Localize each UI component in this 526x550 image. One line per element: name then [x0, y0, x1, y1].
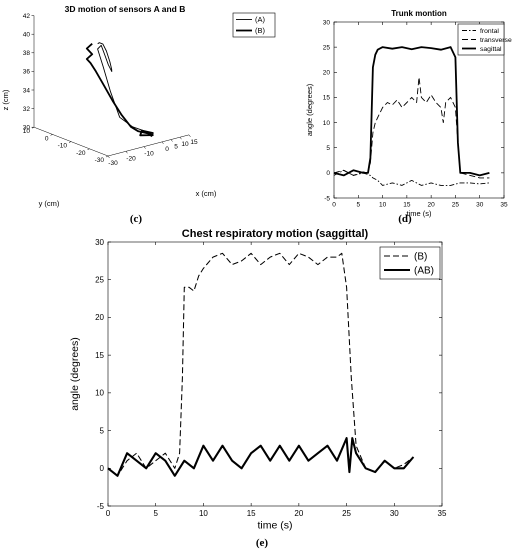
y-axis-label: y (cm)	[39, 199, 60, 208]
x-tick	[170, 139, 173, 142]
panel-label: (e)	[256, 537, 269, 549]
y-tick-label: 15	[323, 95, 331, 102]
x-tick-label: 25	[452, 202, 460, 209]
series-line-sagittal	[333, 46, 490, 177]
legend-entry: transverse	[480, 37, 512, 44]
plot-frame	[333, 21, 505, 199]
legend-entry: frontal	[480, 28, 499, 35]
y-tick	[105, 155, 109, 158]
x-tick	[161, 141, 164, 145]
y-tick-label: -5	[324, 195, 330, 202]
x-tick	[107, 155, 110, 159]
y-tick-label: 15	[95, 351, 104, 360]
x-axis-label: time (s)	[258, 520, 293, 532]
panel-label: (c)	[130, 213, 143, 225]
x-axis-line	[107, 134, 190, 157]
y-tick-label: 30	[323, 19, 331, 26]
x-tick-label: 20	[294, 509, 303, 518]
y-tick-label: -5	[97, 502, 105, 511]
x-tick-label: 15	[190, 139, 198, 146]
x-axis-label: time (s)	[407, 209, 433, 218]
z-tick-label: 38	[23, 50, 31, 57]
y-tick-label: -30	[95, 157, 105, 164]
z-tick-label: 42	[23, 13, 31, 20]
legend-box	[232, 12, 276, 38]
z-axis-label: z (cm)	[1, 89, 10, 110]
series-line-b	[107, 252, 414, 477]
chart-title: 3D motion of sensors A and B	[65, 4, 186, 14]
x-tick-label: -30	[108, 160, 118, 167]
panel-label: (d)	[398, 213, 412, 225]
plot-frame	[107, 241, 443, 507]
y-tick	[68, 141, 72, 143]
y-tick-label: 25	[95, 276, 104, 285]
y-tick	[50, 134, 53, 136]
trajectory-a	[97, 42, 150, 134]
y-tick-label: -10	[58, 143, 68, 150]
y-tick-label: 0	[100, 464, 105, 473]
series-line-ab	[107, 437, 415, 477]
y-axis-label: angle (degrees)	[305, 83, 314, 136]
y-tick-label: 20	[323, 70, 331, 77]
z-tick-label: 40	[23, 32, 31, 39]
y-tick-label: 25	[323, 44, 331, 51]
x-tick	[143, 146, 146, 149]
x-tick-label: 35	[500, 202, 508, 209]
y-tick-label: 10	[95, 389, 104, 398]
x-tick-label: 30	[390, 509, 399, 518]
y-tick-label: 20	[95, 313, 104, 322]
x-tick-label: -20	[126, 155, 136, 162]
trajectory-b	[85, 43, 154, 138]
x-tick-label: -10	[144, 151, 154, 158]
legend-entry: (A)	[255, 15, 266, 24]
y-axis-label: angle (degrees)	[69, 337, 81, 411]
x-tick-label: 0	[106, 509, 111, 518]
x-tick-label: 0	[165, 146, 169, 153]
x-tick-label: 35	[438, 509, 447, 518]
y-tick-label: 0	[326, 170, 330, 177]
series-line-transverse	[333, 76, 490, 179]
x-axis-label: x (cm)	[196, 189, 217, 198]
x-tick-label: 15	[403, 202, 411, 209]
y-tick-label: 10	[23, 128, 31, 135]
legend-box	[379, 246, 441, 280]
legend-entry: (AB)	[414, 266, 434, 277]
y-tick-label: 10	[323, 120, 331, 127]
x-tick-label: 10	[379, 202, 387, 209]
x-tick-label: 10	[181, 141, 189, 148]
legend-entry: (B)	[414, 252, 427, 263]
x-tick-label: 5	[153, 509, 158, 518]
y-tick-label: 30	[95, 238, 104, 247]
chart-title: Chest respiratory motion (saggittal)	[182, 228, 369, 240]
y-tick-label: 0	[45, 135, 49, 142]
x-tick	[179, 137, 182, 140]
z-tick-label: 30	[23, 125, 31, 132]
x-tick	[188, 134, 191, 138]
legend-entry: sagittal	[480, 46, 502, 53]
y-tick	[87, 148, 90, 151]
z-tick-label: 36	[23, 69, 31, 76]
x-tick-label: 10	[199, 509, 208, 518]
legend-entry: (B)	[255, 26, 266, 35]
x-tick-label: 20	[428, 202, 436, 209]
y-tick-label: -20	[76, 150, 86, 157]
x-tick	[125, 151, 128, 154]
z-tick-label: 34	[23, 87, 31, 94]
x-tick-label: 15	[247, 509, 256, 518]
chart-title: Trunk montion	[391, 9, 447, 18]
x-tick-label: 25	[342, 509, 351, 518]
x-tick-label: 5	[174, 144, 178, 151]
x-tick-label: 5	[356, 202, 360, 209]
y-tick-label: 5	[100, 426, 105, 435]
y-tick-label: 5	[326, 145, 330, 152]
x-tick-label: 30	[476, 202, 484, 209]
x-tick-label: 0	[332, 202, 336, 209]
z-tick-label: 32	[23, 106, 31, 113]
